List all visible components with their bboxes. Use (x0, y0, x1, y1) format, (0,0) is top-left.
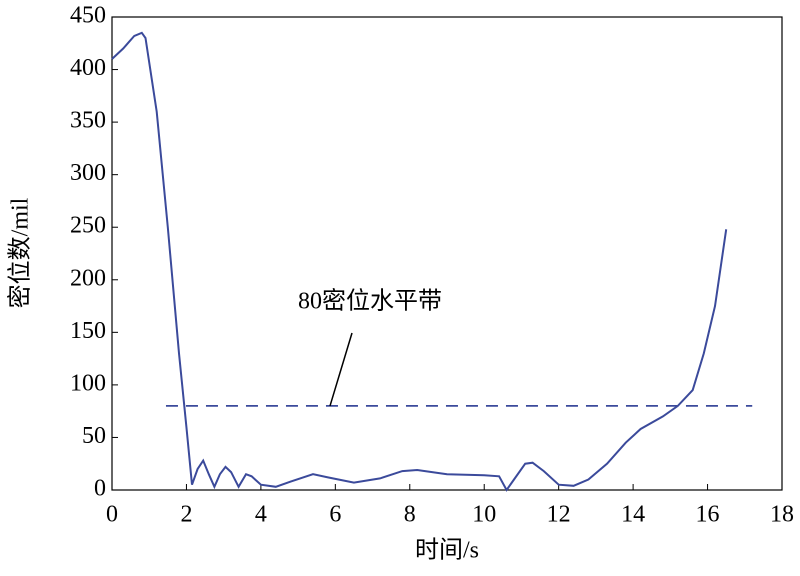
x-tick-label: 4 (255, 502, 267, 528)
x-tick-label: 16 (696, 502, 720, 528)
x-tick-label: 12 (547, 502, 571, 528)
x-tick-label: 2 (180, 502, 192, 528)
x-tick-label: 18 (770, 502, 794, 528)
y-tick-label: 150 (70, 318, 106, 344)
y-tick-label: 200 (70, 265, 106, 291)
y-tick-label: 300 (70, 160, 106, 186)
x-tick-label: 8 (404, 502, 416, 528)
x-axis-label: 时间/s (415, 537, 479, 564)
plot-frame (111, 16, 783, 491)
y-tick-label: 450 (70, 3, 106, 29)
data-line (111, 31, 728, 492)
y-tick-label: 350 (70, 108, 106, 134)
y-tick-label: 100 (70, 370, 106, 396)
y-tick-label: 250 (70, 213, 106, 239)
y-tick-label: 50 (82, 423, 106, 449)
y-tick-label: 0 (94, 476, 106, 502)
y-axis-label: 密位数/mil (7, 197, 34, 308)
annotation: 80密位水平带 (298, 288, 442, 315)
x-tick-label: 6 (329, 502, 341, 528)
x-tick-label: 10 (472, 502, 496, 528)
annotation-leader (329, 332, 353, 407)
y-tick-label: 400 (70, 55, 106, 81)
x-tick-label: 0 (106, 502, 118, 528)
x-tick-label: 14 (621, 502, 645, 528)
